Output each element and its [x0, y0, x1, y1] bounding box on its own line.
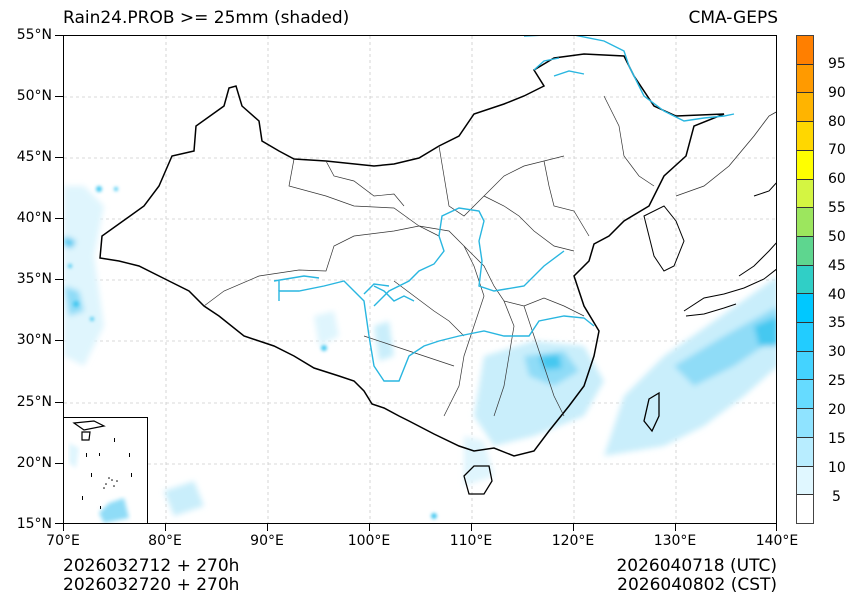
- valid-time-utc: 2026040718 (UTC): [616, 556, 777, 576]
- korea-peninsula: [643, 205, 685, 272]
- colorbar-segment-90-95: [797, 63, 813, 93]
- colorbar-label: 60: [828, 171, 846, 187]
- y-tick: [55, 340, 63, 342]
- x-tick: [573, 524, 575, 531]
- colorbar-segment-5-10: [797, 465, 813, 495]
- init-time-block: 2026032712 + 270h 2026032720 + 270h: [63, 557, 239, 595]
- title-left: Rain24.PROB >= 25mm (shaded): [63, 8, 350, 28]
- gridlines: [64, 36, 776, 523]
- colorbar-label: 95: [828, 56, 846, 72]
- y-label-35n: 35°N: [16, 271, 52, 287]
- japan-coast: [683, 182, 776, 317]
- inset-map: [69, 420, 132, 523]
- x-label-90e: 90°E: [250, 533, 284, 549]
- colorbar-segment-25-30: [797, 350, 813, 380]
- y-tick: [55, 463, 63, 465]
- colorbar-segment-95-100: [797, 36, 813, 64]
- x-tick: [63, 524, 65, 531]
- colorbar-label: 35: [828, 315, 846, 331]
- x-label-120e: 120°E: [551, 533, 595, 549]
- x-tick: [471, 524, 473, 531]
- colorbar-segment-15-20: [797, 408, 813, 437]
- colorbar-segment-50-55: [797, 207, 813, 236]
- colorbar-label: 55: [828, 200, 846, 216]
- x-label-70e: 70°E: [46, 533, 80, 549]
- x-tick: [369, 524, 371, 531]
- x-tick: [165, 524, 167, 531]
- y-tick: [55, 279, 63, 281]
- russia-coast: [675, 111, 776, 197]
- colorbar: [796, 35, 814, 524]
- x-tick: [675, 524, 677, 531]
- colorbar-segment-0-5: [797, 494, 813, 523]
- x-tick: [267, 524, 269, 531]
- colorbar-segment-80-90: [797, 92, 813, 122]
- china-map: [64, 36, 776, 523]
- colorbar-label: 90: [828, 85, 846, 101]
- colorbar-label: 50: [828, 229, 846, 245]
- colorbar-label: 45: [828, 258, 846, 274]
- colorbar-segment-45-50: [797, 235, 813, 265]
- colorbar-label: 80: [828, 114, 846, 130]
- y-tick: [55, 218, 63, 220]
- y-tick: [55, 402, 63, 404]
- rivers: [273, 36, 735, 382]
- init-time-cst: 2026032720 + 270h: [63, 575, 240, 595]
- y-label-45n: 45°N: [16, 149, 52, 165]
- colorbar-segment-40-45: [797, 264, 813, 294]
- x-tick: [776, 524, 778, 531]
- south-china-sea-inset: [64, 417, 148, 523]
- y-tick: [55, 96, 63, 98]
- colorbar-segment-35-40: [797, 293, 813, 323]
- x-label-140e: 140°E: [755, 533, 799, 549]
- valid-time-block: 2026040718 (UTC) 2026040802 (CST): [616, 557, 777, 595]
- taiwan-island: [643, 391, 660, 433]
- colorbar-segment-30-35: [797, 322, 813, 351]
- colorbar-segment-55-60: [797, 178, 813, 208]
- colorbar-label: 10: [828, 460, 846, 476]
- x-label-80e: 80°E: [148, 533, 182, 549]
- map-plot-area[interactable]: [63, 35, 777, 524]
- title-right: CMA-GEPS: [688, 8, 778, 28]
- colorbar-segment-20-25: [797, 379, 813, 409]
- valid-time-cst: 2026040802 (CST): [617, 575, 777, 595]
- national-border: [99, 53, 725, 457]
- y-tick: [55, 157, 63, 159]
- y-label-25n: 25°N: [16, 394, 52, 410]
- y-label-20n: 20°N: [16, 455, 52, 471]
- colorbar-label: 30: [828, 344, 846, 360]
- colorbar-label: 25: [828, 373, 846, 389]
- colorbar-label: 20: [828, 402, 846, 418]
- colorbar-segment-70-80: [797, 121, 813, 150]
- hainan-island: [463, 465, 493, 495]
- x-label-130e: 130°E: [653, 533, 697, 549]
- y-tick: [55, 523, 63, 525]
- y-label-55n: 55°N: [16, 27, 52, 43]
- colorbar-segment-60-70: [797, 149, 813, 179]
- y-label-15n: 15°N: [16, 516, 52, 532]
- y-tick: [55, 35, 63, 37]
- y-label-40n: 40°N: [16, 210, 52, 226]
- provincial-borders: [203, 95, 655, 417]
- colorbar-label: 5: [832, 489, 841, 505]
- x-label-100e: 100°E: [347, 533, 391, 549]
- init-time-utc: 2026032712 + 270h: [63, 556, 240, 576]
- colorbar-label: 15: [828, 431, 846, 447]
- colorbar-label: 40: [828, 287, 846, 303]
- colorbar-label: 70: [828, 142, 846, 158]
- y-label-30n: 30°N: [16, 332, 52, 348]
- colorbar-segment-10-15: [797, 436, 813, 466]
- x-label-110e: 110°E: [449, 533, 493, 549]
- y-label-50n: 50°N: [16, 88, 52, 104]
